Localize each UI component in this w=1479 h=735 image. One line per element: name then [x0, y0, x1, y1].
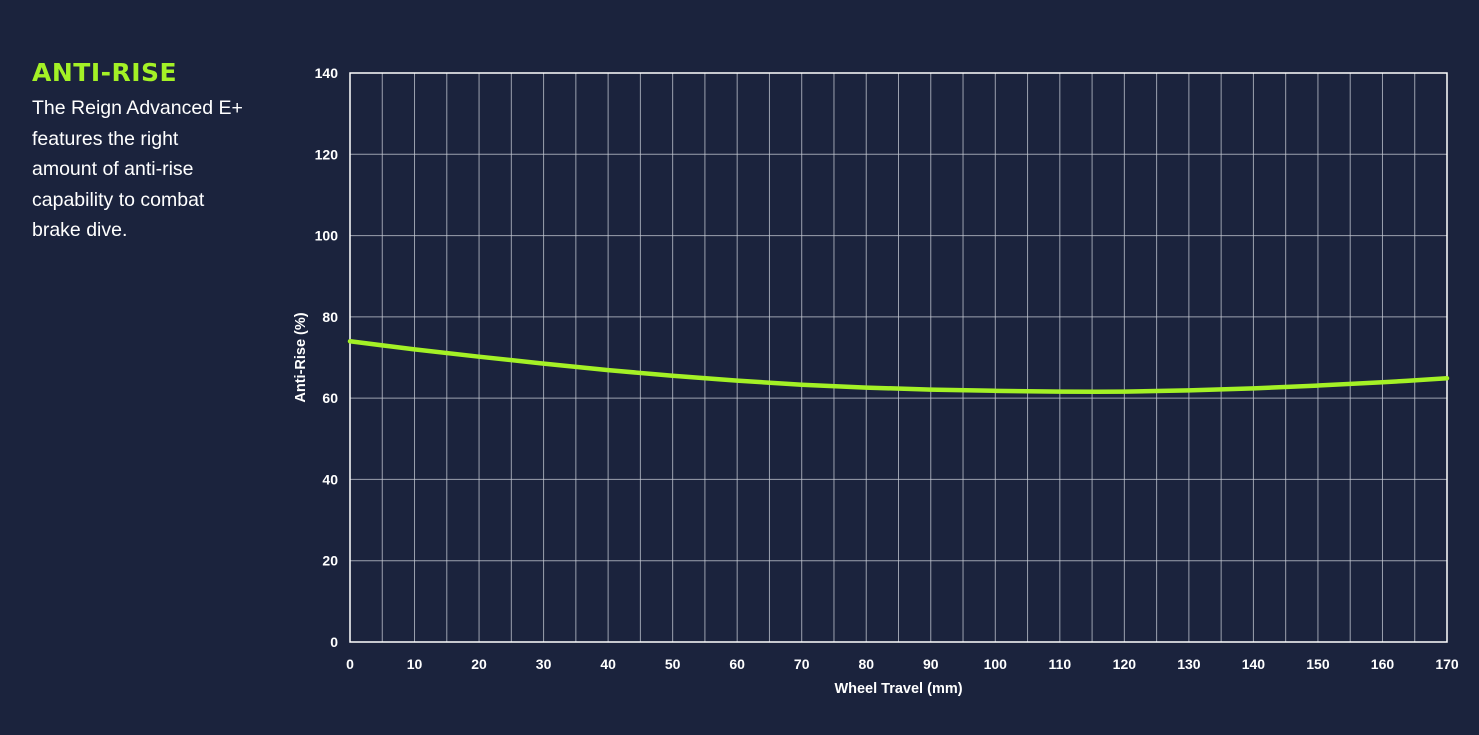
x-tick-label: 10: [407, 656, 423, 672]
y-tick-label: 80: [322, 309, 338, 325]
sidebar: ANTI-RISE The Reign Advanced E+ features…: [32, 58, 262, 246]
y-tick-label: 120: [315, 146, 339, 162]
x-tick-label: 160: [1371, 656, 1395, 672]
x-tick-label: 0: [346, 656, 354, 672]
x-tick-label: 170: [1435, 656, 1459, 672]
x-tick-label: 150: [1306, 656, 1330, 672]
anti-rise-series-line: [347, 338, 1450, 395]
x-tick-label: 130: [1177, 656, 1201, 672]
y-tick-label: 0: [330, 634, 338, 650]
x-tick-label: 80: [858, 656, 874, 672]
y-tick-label: 60: [322, 390, 338, 406]
section-description: The Reign Advanced E+ features the right…: [32, 97, 243, 241]
x-tick-label: 110: [1049, 656, 1072, 672]
y-tick-labels: 0 20 40 60 80 100 120 140: [315, 65, 339, 650]
x-tick-label: 70: [794, 656, 810, 672]
y-tick-label: 40: [322, 471, 338, 487]
x-tick-label: 100: [984, 656, 1008, 672]
x-tick-label: 140: [1242, 656, 1266, 672]
plot-frame: [349, 72, 1448, 643]
x-tick-label: 50: [665, 656, 681, 672]
x-tick-labels: 0 10 20 30 40 50 60 70 80 90 100 110 120 130 140 150 160…: [346, 656, 1459, 672]
x-tick-label: 90: [923, 656, 939, 672]
y-tick-label: 20: [322, 553, 338, 569]
x-tick-label: 40: [600, 656, 616, 672]
y-axis-label: Anti-Rise (%): [293, 312, 309, 402]
y-tick-label: 100: [315, 228, 339, 244]
series-layer: [347, 338, 1450, 395]
y-tick-label: 140: [315, 65, 339, 81]
grid-layer: [350, 73, 1447, 642]
x-axis-label: Wheel Travel (mm): [834, 681, 962, 697]
x-tick-label: 120: [1113, 656, 1137, 672]
x-tick-label: 20: [471, 656, 487, 672]
x-tick-label: 60: [729, 656, 745, 672]
section-title: ANTI-RISE: [32, 58, 178, 87]
x-tick-label: 30: [536, 656, 552, 672]
